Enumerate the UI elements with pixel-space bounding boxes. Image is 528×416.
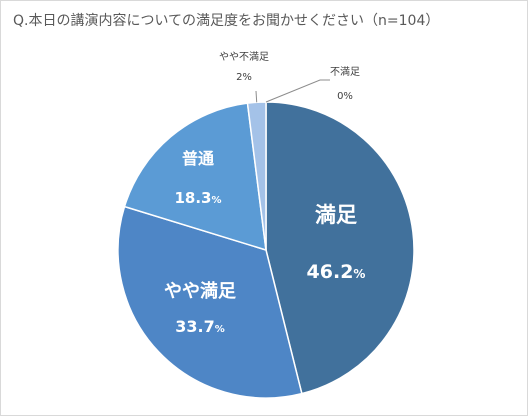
chart-title: Q.本日の講演内容についての満足度をお聞かせください（n=104） [13, 13, 440, 29]
leader-line-somewhat-dissatisfied [255, 90, 258, 103]
slice-value-neutral: 18.3% [174, 189, 221, 207]
slice-label-somewhat-satisfied: やや満足 [164, 280, 236, 302]
pie-slice-neutral [123, 102, 267, 252]
slice-label-neutral: 普通 [182, 149, 214, 168]
slice-value-dissatisfied: 0% [337, 91, 353, 102]
slice-label-satisfied: 満足 [315, 203, 357, 227]
slice-value-satisfied: 46.2% [307, 261, 366, 283]
leader-line-dissatisfied [265, 79, 330, 103]
slice-value-somewhat-dissatisfied: 2% [236, 72, 252, 83]
slice-value-somewhat-satisfied: 33.7% [175, 317, 225, 336]
slice-label-dissatisfied: 不満足 [330, 66, 360, 78]
pie-slice-satisfied [265, 101, 415, 395]
pie-slice-somewhat-satisfied [117, 205, 303, 399]
slice-label-somewhat-dissatisfied: やや不満足 [219, 51, 269, 63]
